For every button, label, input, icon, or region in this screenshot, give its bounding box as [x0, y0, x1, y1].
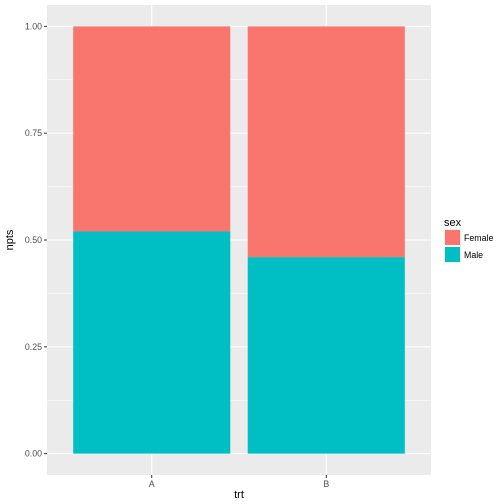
x-axis-title: trt	[234, 489, 244, 501]
bar-b-female	[247, 26, 405, 258]
bars	[73, 26, 405, 454]
bar-b-male	[247, 257, 405, 454]
legend: sex Female Male	[444, 217, 493, 263]
legend-label-female: Female	[464, 233, 493, 243]
y-axis: 0.00 0.25 0.50 0.75 1.00	[25, 21, 47, 459]
y-tick-label: 0.75	[25, 128, 42, 138]
x-tick-label: A	[149, 479, 155, 489]
legend-swatch-female	[445, 230, 460, 245]
bar-a-female	[73, 26, 231, 232]
y-axis-title: npts	[4, 229, 16, 250]
legend-title: sex	[444, 217, 462, 229]
bar-a-male	[73, 231, 231, 454]
y-tick-label: 1.00	[25, 21, 42, 31]
y-tick-label: 0.50	[25, 235, 42, 245]
y-tick-label: 0.25	[25, 342, 42, 352]
y-tick-label: 0.00	[25, 449, 42, 459]
legend-label-male: Male	[464, 250, 483, 260]
legend-swatch-male	[445, 247, 460, 262]
x-tick-label: B	[323, 479, 329, 489]
